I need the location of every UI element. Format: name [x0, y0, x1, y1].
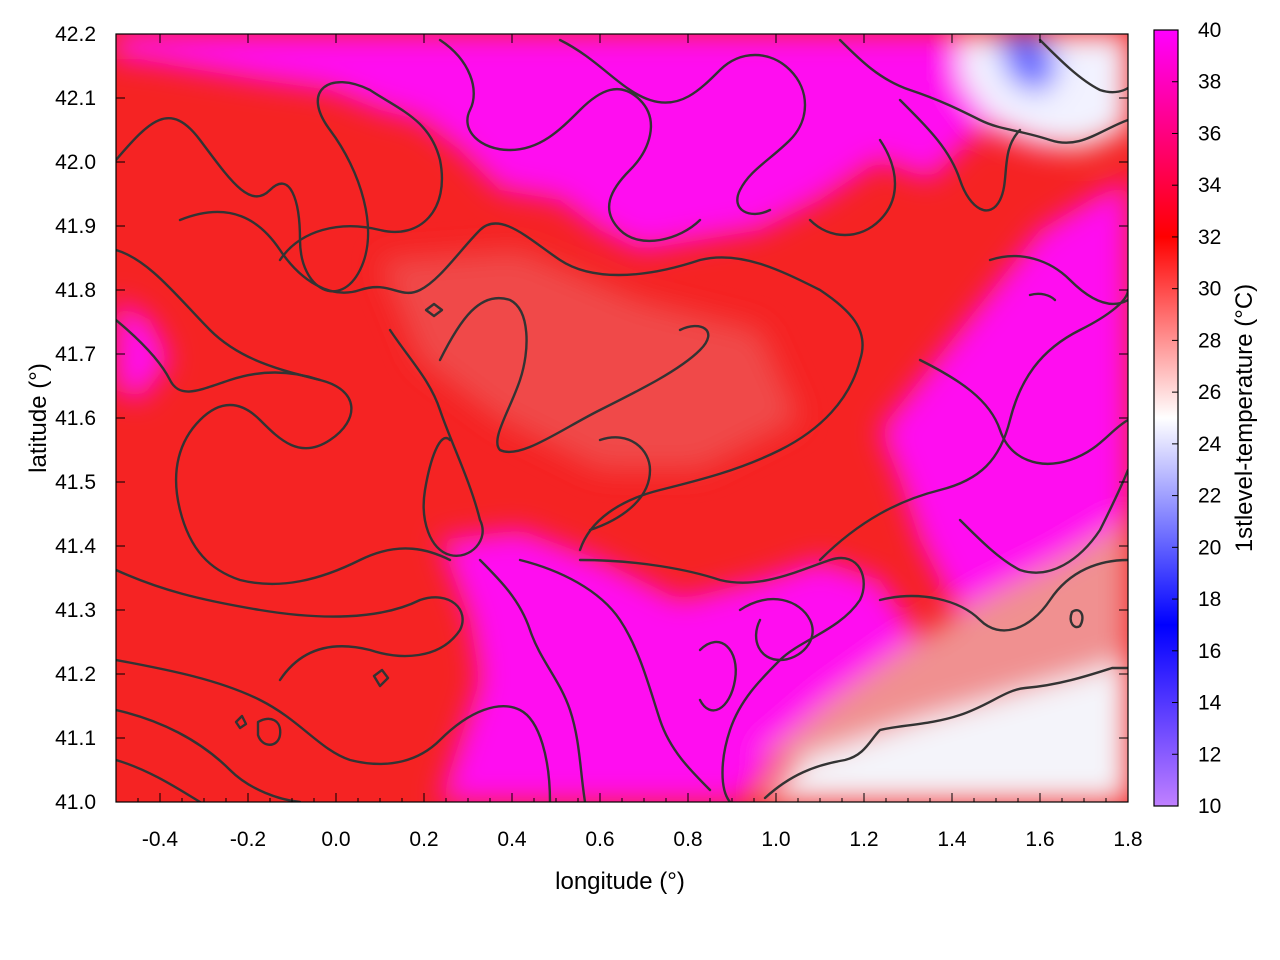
colorbar-tick-label: 12 [1198, 743, 1221, 766]
heatmap-field-regions [116, 34, 1128, 802]
heatmap-plot-area [116, 34, 1128, 802]
cooler-central-band [380, 250, 800, 470]
contour-line [438, 38, 702, 243]
x-tick-label: 1.8 [1113, 828, 1142, 851]
colorbar-ticks: 10 12 14 16 18 20 22 24 26 28 30 32 34 36 38 40 [1172, 19, 1222, 818]
y-tick-label: 41.1 [55, 727, 96, 750]
x-tick-label: 1.6 [1025, 828, 1054, 851]
cool-northeast-corner [960, 34, 1128, 150]
contour-line [424, 302, 444, 318]
contour-line [116, 248, 452, 586]
colorbar-tick-label: 38 [1198, 71, 1221, 94]
contour-line [116, 708, 302, 802]
sea-area-southeast [760, 660, 1128, 802]
colorbar-scale [1154, 30, 1178, 806]
contour-line [918, 358, 1128, 465]
hot-region-west-edge [116, 300, 170, 400]
contour-line [438, 297, 710, 453]
x-tick-label: 0.0 [321, 828, 350, 851]
y-tick-label: 41.0 [55, 791, 96, 814]
contour-line [763, 666, 1128, 800]
contour-line [116, 758, 202, 802]
contour-line [116, 80, 444, 293]
y-tick-label: 41.6 [55, 407, 96, 430]
contour-line [558, 38, 807, 216]
colorbar-tick-label: 26 [1198, 381, 1221, 404]
y-tick-label: 41.7 [55, 343, 96, 366]
colorbar-tick-label: 30 [1198, 278, 1221, 301]
x-tick-label: 0.8 [673, 828, 702, 851]
y-tick-label: 42.2 [55, 23, 96, 46]
contour-line [234, 714, 248, 730]
contour-line [738, 597, 814, 662]
colorbar-tick-label: 20 [1198, 536, 1221, 559]
y-tick-label: 42.0 [55, 151, 96, 174]
contour-line [518, 558, 712, 792]
contour-line [878, 558, 1128, 632]
colorbar-label: 1stlevel-temperature (°C) [1231, 284, 1258, 552]
colorbar-frame [1153, 29, 1179, 807]
contour-line [988, 254, 1128, 306]
contour-line [1038, 38, 1128, 94]
colorbar-tick-label: 28 [1198, 329, 1221, 352]
contour-line [178, 210, 864, 552]
contour-line [808, 138, 897, 237]
colorbar-tick-label: 18 [1198, 588, 1221, 611]
contour-line [388, 328, 484, 557]
contour-line [256, 717, 282, 746]
x-axis: -0.4 -0.2 0.0 0.2 0.4 0.6 0.8 1.0 1.2 1.4 1.6 1.8 [115, 34, 1143, 851]
colorbar-tick-label: 40 [1198, 19, 1221, 42]
cold-spot-northeast [995, 34, 1060, 95]
y-tick-label: 41.9 [55, 215, 96, 238]
y-axis: 41.0 41.1 41.2 41.3 41.4 41.5 41.6 41.7 41.8 41.9… [55, 23, 1128, 814]
contour-line [116, 658, 552, 802]
colorbar-tick-label: 32 [1198, 226, 1221, 249]
colorbar-tick-label: 16 [1198, 640, 1221, 663]
y-tick-label: 41.4 [55, 535, 96, 558]
contour-line [116, 318, 322, 393]
contour-line [958, 468, 1128, 574]
contour-line [478, 558, 587, 802]
x-tick-label: 1.0 [761, 828, 790, 851]
y-tick-label: 42.1 [55, 87, 96, 110]
contour-line [116, 568, 464, 682]
colorbar-tick-label: 14 [1198, 692, 1222, 715]
contour-line [588, 436, 652, 532]
x-axis-label: longitude (°) [555, 868, 685, 895]
contour-line [838, 38, 1128, 144]
x-tick-label: 0.6 [585, 828, 614, 851]
x-tick-label: -0.2 [230, 828, 266, 851]
colorbar-tick-label: 34 [1198, 174, 1222, 197]
hot-region-north [116, 34, 1128, 250]
warm-gradient-southeast [760, 520, 1128, 760]
colorbar-tick-label: 10 [1198, 795, 1221, 818]
x-tick-label: 0.2 [409, 828, 438, 851]
colorbar-tick-label: 36 [1198, 122, 1221, 145]
y-tick-label: 41.8 [55, 279, 96, 302]
colorbar-tick-label: 22 [1198, 485, 1221, 508]
elevation-contours [116, 38, 1128, 802]
y-tick-label: 41.2 [55, 663, 96, 686]
colorbar: 10 12 14 16 18 20 22 24 26 28 30 32 34 36 38 40 1stleve… [1153, 19, 1258, 818]
contour-line [698, 640, 737, 712]
x-tick-label: 0.4 [497, 828, 527, 851]
y-axis-label: latitude (°) [25, 363, 52, 473]
y-tick-label: 41.5 [55, 471, 96, 494]
contour-line [578, 556, 865, 802]
x-tick-label: 1.2 [849, 828, 878, 851]
contour-line [1069, 609, 1084, 629]
contour-line [1028, 292, 1057, 302]
x-tick-label: -0.4 [142, 828, 179, 851]
colorbar-tick-label: 24 [1198, 433, 1222, 456]
contour-line [372, 668, 390, 688]
x-tick-label: 1.4 [937, 828, 967, 851]
y-tick-label: 41.3 [55, 599, 96, 622]
contour-line [818, 288, 1128, 562]
contour-line [898, 98, 1022, 212]
hot-region-east [880, 180, 1128, 660]
